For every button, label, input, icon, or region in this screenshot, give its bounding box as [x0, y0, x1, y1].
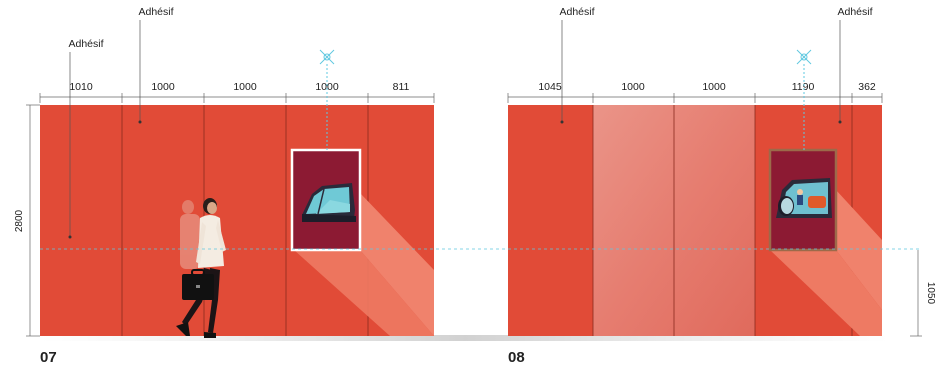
dim-08-3: 1000 — [702, 81, 726, 93]
adhesif-label-2: Adhésif — [138, 6, 173, 18]
dimension-chain-07 — [39, 93, 435, 103]
walking-woman-figure — [176, 198, 226, 338]
adhesif-label-4: Adhésif — [837, 6, 872, 18]
dim-07-4: 1000 — [315, 81, 339, 93]
dim-07-2: 1000 — [151, 81, 175, 93]
spotlight-icon — [796, 49, 812, 150]
wall-number-08: 08 — [508, 349, 525, 366]
adhesif-label-1: Adhésif — [68, 38, 103, 50]
frame-shadow — [294, 250, 434, 336]
dim-07-3: 1000 — [233, 81, 257, 93]
frame-shadow — [360, 193, 434, 336]
dimension-chain-08 — [507, 93, 883, 103]
frame-shadow — [770, 250, 882, 336]
car-window-illustration — [302, 183, 356, 222]
wall-07 — [40, 105, 434, 336]
dim-08-5: 362 — [858, 81, 876, 93]
wall-number-07: 07 — [40, 349, 57, 366]
dim-08-2: 1000 — [621, 81, 645, 93]
dimension-labels: 1010 1000 1000 1000 811 1045 1000 1000 1… — [69, 81, 876, 93]
offset-dimension — [910, 250, 922, 337]
height-label: 2800 — [14, 209, 25, 232]
callout-lines — [69, 20, 841, 237]
dim-07-5: 811 — [393, 81, 410, 93]
car-mirror-illustration — [776, 178, 832, 218]
dim-08-1: 1045 — [538, 81, 562, 93]
frame-shadow — [836, 190, 882, 310]
spotlight-icon — [319, 49, 335, 150]
ground-shadow — [40, 335, 890, 341]
wall-08 — [508, 105, 882, 336]
dim-07-1: 1010 — [69, 81, 93, 93]
callout-dots — [68, 120, 842, 239]
dim-08-4: 1190 — [792, 81, 815, 93]
offset-label: 1050 — [925, 282, 936, 305]
adhesif-label-3: Adhésif — [559, 6, 594, 18]
height-dimension — [26, 104, 40, 337]
